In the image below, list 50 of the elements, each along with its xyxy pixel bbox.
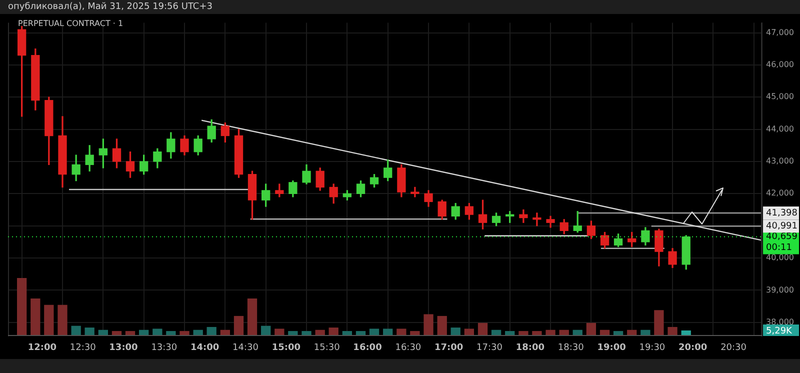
series-label: 41,398: [766, 208, 798, 218]
bar: [234, 316, 244, 336]
bar: [654, 310, 664, 336]
x-tick-label: 15:30: [314, 342, 340, 353]
y-tick-label: 46,000: [766, 60, 794, 70]
series-label: 40,991: [766, 221, 798, 232]
x-tick-label: 20:30: [720, 342, 747, 353]
bar: [668, 326, 678, 336]
x-tick-label: 18:30: [558, 342, 584, 353]
y-tick-label: 43,000: [766, 156, 794, 166]
x-tick-label: 13:30: [151, 342, 178, 353]
x-tick-label: 18:00: [516, 342, 545, 353]
x-tick-label: 20:00: [678, 342, 708, 353]
x-tick-label: 14:00: [190, 342, 220, 353]
x-tick-label: 12:30: [70, 342, 96, 353]
y-tick-label: 38,000: [766, 317, 794, 326]
bar: [424, 314, 434, 336]
x-tick-label: 16:00: [353, 342, 382, 353]
y-tick-label: 45,000: [766, 92, 794, 102]
y-tick-label: 39,000: [766, 285, 794, 294]
bar: [44, 304, 54, 336]
y-tick-label: 44,000: [766, 124, 794, 134]
candlestick: [532, 212, 542, 226]
text: 5,29K: [766, 326, 794, 336]
x-tick-label: 14:30: [232, 342, 259, 353]
bar: [247, 298, 258, 336]
bar: [58, 304, 68, 336]
y-tick-label: 47,000: [766, 28, 794, 37]
text: 00:11: [766, 243, 792, 254]
bar: [274, 328, 284, 336]
bar: [30, 298, 40, 336]
bar: [71, 326, 81, 336]
x-tick-label: 15:00: [272, 342, 301, 353]
x-tick-label: 17:30: [476, 342, 503, 353]
ref-line-label: 40,659: [766, 232, 798, 242]
y-tick-label: 40,000: [766, 253, 794, 262]
bar: [437, 316, 447, 336]
x-tick-label: 13:00: [109, 342, 138, 353]
x-tick-label: 19:00: [597, 342, 626, 353]
bar: [478, 322, 488, 336]
chart-subtitle: PERPETUAL CONTRACT · 1: [18, 19, 124, 28]
chart-title: опубликовал(а), Май 31, 2025 19:56 UTC+3: [0, 0, 800, 14]
x-tick-label: 19:30: [639, 342, 666, 353]
x-tick-label: 17:00: [434, 342, 464, 353]
y-tick-label: 42,000: [766, 188, 794, 198]
bar: [586, 322, 596, 336]
bar: [396, 328, 406, 336]
x-tick-label: 12:00: [28, 342, 56, 353]
bar: [16, 278, 27, 336]
x-tick-label: 16:30: [395, 342, 422, 353]
